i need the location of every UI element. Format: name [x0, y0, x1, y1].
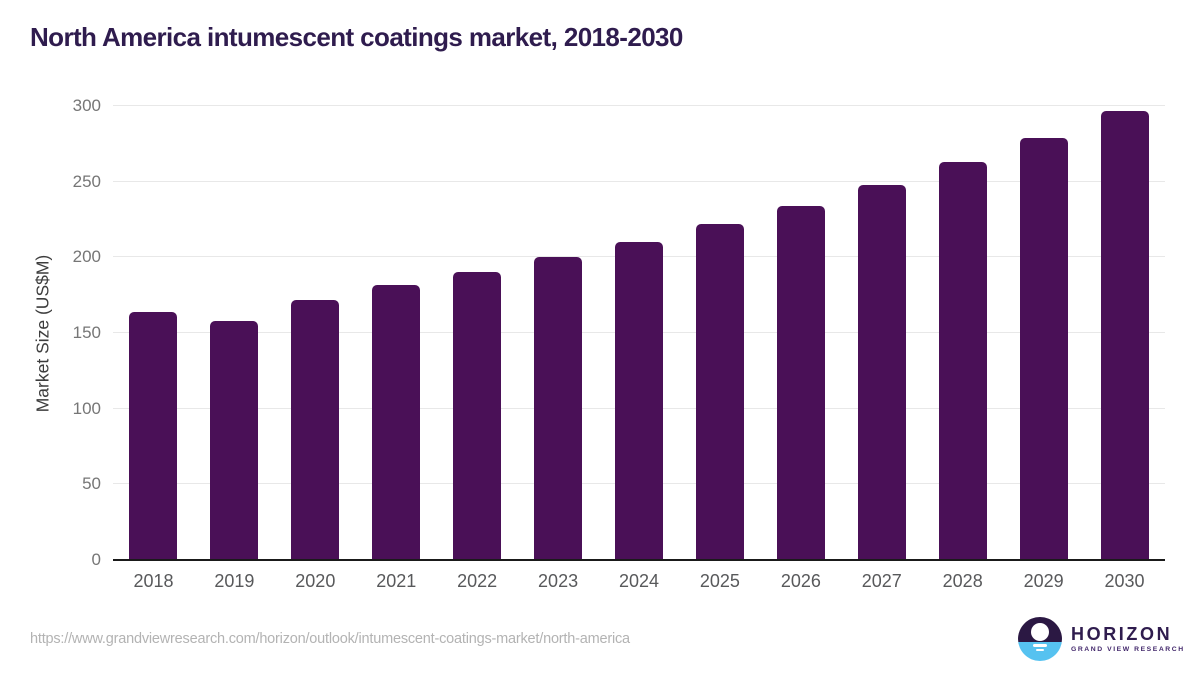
x-tick-label-2029: 2029	[1023, 571, 1064, 591]
bar-2020	[291, 299, 340, 560]
plot-area: 0 50 100 150 200 250 300	[73, 97, 1165, 568]
x-tick-label-2025: 2025	[699, 571, 740, 591]
x-tick-label-2020: 2020	[295, 571, 336, 591]
x-tick-slot: 2018	[113, 571, 194, 592]
bar-slot	[922, 106, 1003, 560]
bar-slot	[1003, 106, 1084, 560]
bar-slot	[1084, 106, 1165, 560]
bar-2023	[534, 257, 583, 560]
x-axis-labels: 2018 2019 2020 2021 2022 2023 2024 2025 2026 2027…	[113, 571, 1165, 592]
bar-2028	[938, 162, 987, 560]
bar-slot	[760, 106, 841, 560]
bar-2027	[857, 184, 906, 560]
x-tick-slot: 2023	[518, 571, 599, 592]
bar-slot	[194, 106, 275, 560]
bar-2024	[614, 242, 663, 560]
y-tick-label-200: 200	[72, 247, 101, 267]
bar-slot	[437, 106, 518, 560]
x-tick-label-2027: 2027	[861, 571, 902, 591]
y-tick-label-100: 100	[72, 398, 101, 418]
bar-slot	[599, 106, 680, 560]
source-url: https://www.grandviewresearch.com/horizo…	[30, 631, 630, 647]
sun-circle-icon	[1031, 623, 1049, 641]
bar-2030	[1100, 110, 1149, 560]
x-tick-slot: 2019	[194, 571, 275, 592]
x-tick-slot: 2024	[599, 571, 680, 592]
x-tick-label-2024: 2024	[618, 571, 660, 591]
bar-2026	[776, 205, 825, 560]
x-tick-slot: 2027	[841, 571, 922, 592]
bar-slot	[841, 106, 922, 560]
x-tick-label-2021: 2021	[376, 571, 417, 591]
x-tick-label-2022: 2022	[457, 571, 498, 591]
x-tick-label-2023: 2023	[538, 571, 579, 591]
x-tick-slot: 2029	[1003, 571, 1084, 592]
bar-2019	[210, 320, 259, 560]
bar-slot	[275, 106, 356, 560]
x-tick-label-2028: 2028	[942, 571, 983, 591]
horizon-logo-text: HORIZON GRAND VIEW RESEARCH	[1071, 625, 1185, 653]
gridline-300	[113, 105, 1165, 106]
bar-slot	[679, 106, 760, 560]
bar-2022	[453, 272, 502, 560]
gridline-250	[113, 180, 1165, 182]
bar-series	[113, 106, 1165, 560]
y-tick-label-50: 50	[82, 474, 101, 494]
x-tick-label-2018: 2018	[133, 571, 174, 591]
y-tick-label-250: 250	[72, 171, 101, 191]
horizon-logo: HORIZON GRAND VIEW RESEARCH	[1018, 617, 1185, 661]
bar-2018	[129, 311, 178, 560]
y-tick-label-300: 300	[72, 96, 101, 115]
x-tick-label-2019: 2019	[214, 571, 255, 591]
bar-2021	[372, 284, 421, 560]
logo-title: HORIZON	[1071, 624, 1173, 644]
x-tick-slot: 2022	[437, 571, 518, 592]
x-tick-slot: 2020	[275, 571, 356, 592]
x-tick-slot: 2025	[679, 571, 760, 592]
horizon-reflection-line	[1033, 644, 1047, 647]
x-axis-line	[113, 559, 1165, 561]
x-tick-slot: 2026	[760, 571, 841, 592]
logo-subtitle: GRAND VIEW RESEARCH	[1071, 646, 1185, 653]
horizon-reflection-line	[1036, 648, 1044, 651]
x-tick-slot: 2021	[356, 571, 437, 592]
x-tick-label-2026: 2026	[780, 571, 821, 591]
bar-2025	[695, 224, 744, 560]
y-tick-label-0: 0	[91, 550, 101, 569]
horizon-logo-icon	[1018, 617, 1062, 661]
x-tick-label-2030: 2030	[1104, 571, 1145, 591]
chart-title: North America intumescent coatings marke…	[30, 22, 683, 52]
bar-2029	[1019, 137, 1068, 560]
bar-slot	[356, 106, 437, 560]
x-tick-slot: 2028	[922, 571, 1003, 592]
x-tick-slot: 2030	[1084, 571, 1165, 592]
bar-slot	[113, 106, 194, 560]
bar-slot	[518, 106, 599, 560]
y-tick-label-150: 150	[72, 323, 101, 342]
